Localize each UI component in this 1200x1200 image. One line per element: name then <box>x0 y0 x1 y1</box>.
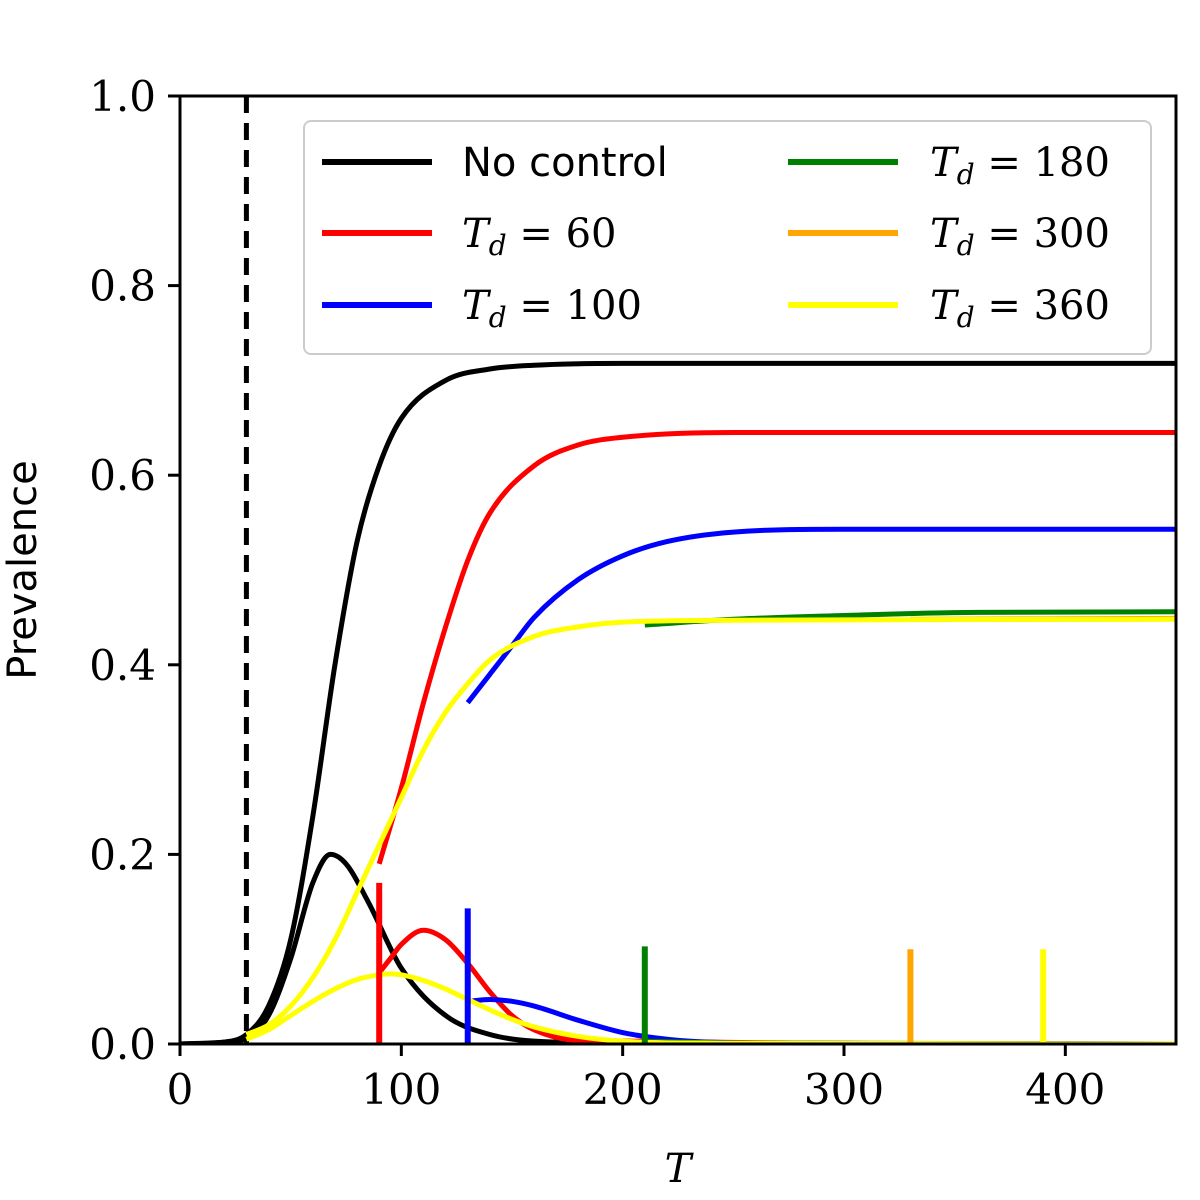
x-tick-label: 100 <box>361 1065 441 1114</box>
control-markers-layer <box>376 882 1047 1044</box>
x-tick-label: 0 <box>167 1065 194 1114</box>
series-5-cumulative-line <box>245 616 1176 1037</box>
legend-label-series-5: Td = 360 <box>930 283 1110 334</box>
x-tick-label: 200 <box>583 1065 663 1114</box>
series-5-prevalence-line <box>245 971 1176 1044</box>
y-tick-label: 0.2 <box>89 830 156 879</box>
plot-frame <box>178 94 1178 1046</box>
series-0-cumulative-line <box>180 360 1176 1044</box>
y-tick-label: 0.4 <box>89 641 156 690</box>
legend-label-series-4: Td = 300 <box>930 211 1110 262</box>
x-tick-label: 300 <box>804 1065 884 1114</box>
series-2-cumulative-line <box>465 526 1176 705</box>
y-tick-label: 0.6 <box>89 451 156 500</box>
y-tick-label: 1.0 <box>89 72 156 121</box>
legend-box <box>303 120 1152 355</box>
legend-label-series-1: Td = 60 <box>462 211 616 262</box>
curves-layer <box>180 96 1176 1044</box>
legend-label-series-2: Td = 100 <box>462 283 642 334</box>
series-1-cumulative-line <box>376 430 1176 865</box>
legend-label-series-0: No control <box>462 140 668 186</box>
legend: No control Td = 60 Td = 100 Td = 180 Td = 30… <box>303 120 1152 355</box>
x-tick-label: 400 <box>1025 1065 1105 1114</box>
series-1-prevalence-line <box>377 927 1176 1044</box>
x-axis: 0 100 200 300 400 <box>167 1044 1105 1114</box>
y-axis-title: Prevalence <box>0 460 46 679</box>
y-tick-label: 0.0 <box>89 1020 156 1069</box>
legend-label-series-3: Td = 180 <box>930 140 1110 191</box>
x-axis-title: T <box>665 1146 695 1192</box>
y-tick-label: 0.8 <box>89 262 156 311</box>
y-axis: 0.0 0.2 0.4 0.6 0.8 1.0 <box>89 72 180 1069</box>
